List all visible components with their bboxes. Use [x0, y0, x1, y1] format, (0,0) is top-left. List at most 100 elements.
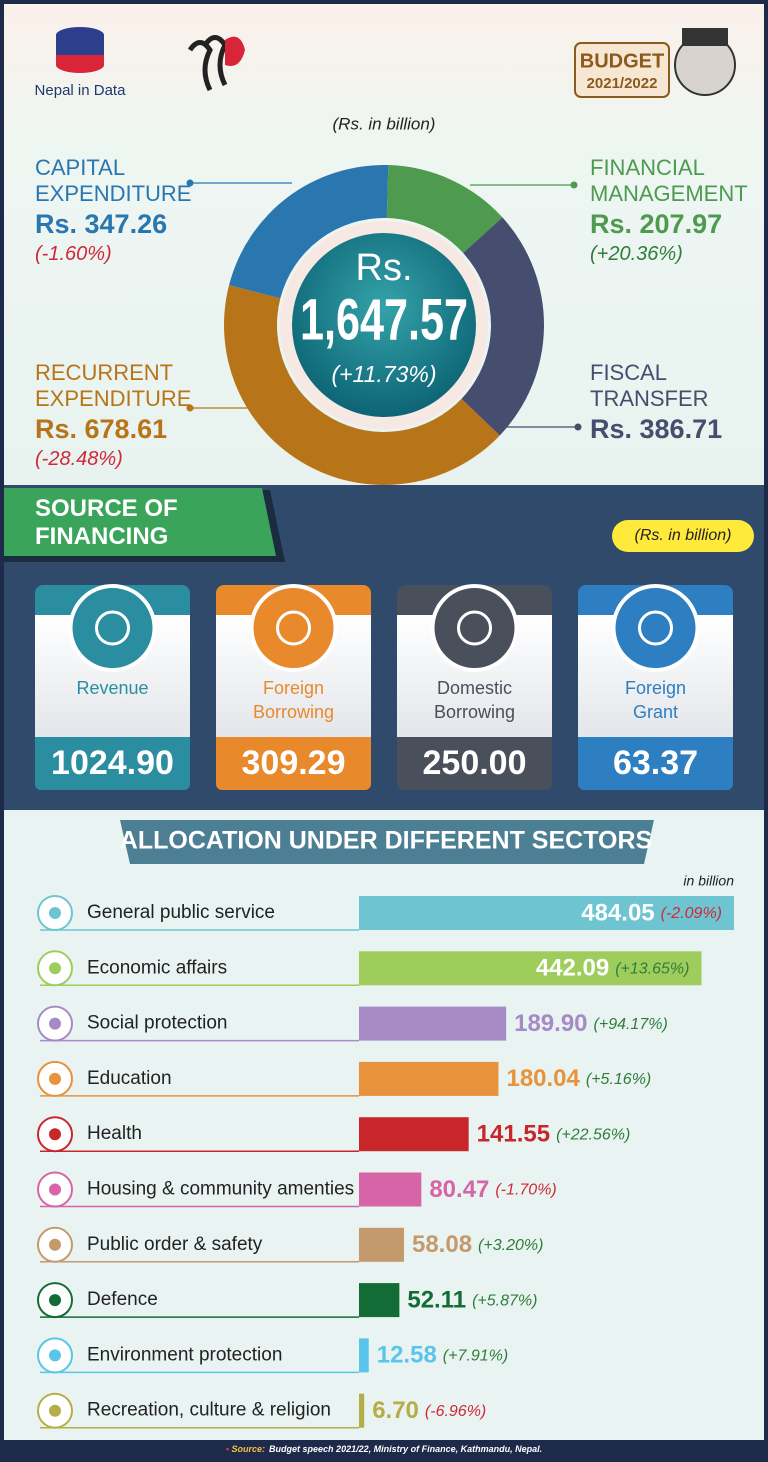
card-label: Foreign Grant: [624, 678, 687, 722]
source: • Source: Budget speech 2021/22, Ministry…: [226, 1444, 542, 1454]
portrait: [682, 28, 728, 46]
brand: Nepal in Data: [35, 82, 127, 99]
budget-label: BUDGET: [580, 50, 664, 72]
segment-value: Rs. 207.97: [590, 209, 723, 239]
card-icon: [68, 584, 157, 672]
category-label: Defence: [87, 1289, 158, 1310]
category-label: Economic affairs: [87, 957, 227, 978]
card-value: 309.29: [242, 744, 346, 782]
card-value-box: [216, 737, 371, 749]
value-label: 52.11: [407, 1286, 466, 1313]
leader-dot: [574, 423, 582, 431]
segment-name: FINANCIAL MANAGEMENT: [590, 155, 748, 206]
card-value: 1024.90: [51, 744, 174, 782]
leader-dot: [570, 181, 578, 189]
financing-unit: (Rs. in billion): [635, 527, 732, 544]
segment-value: Rs. 678.61: [35, 414, 168, 444]
category-label: Health: [87, 1123, 142, 1144]
financing-tab: [4, 488, 276, 556]
category-label: Environment protection: [87, 1344, 282, 1365]
bullet: •: [226, 1444, 232, 1454]
card-value-box: [578, 737, 733, 749]
bar: [359, 1117, 469, 1152]
value-label: 189.90: [514, 1010, 587, 1037]
bar-title: ALLOCATION UNDER DIFFERENT SECTORS: [120, 827, 652, 855]
card-value-box: [578, 737, 733, 790]
bar: [359, 951, 702, 986]
card-value-box: [216, 737, 371, 790]
card-value-box: [397, 737, 552, 749]
bar: [359, 896, 734, 930]
sector-icon-dot: [49, 1238, 61, 1251]
sector-icon-dot: [49, 962, 61, 975]
bar-unit: in billion: [683, 873, 734, 889]
sector-icon-dot: [49, 907, 61, 919]
segment-change: (+20.36%): [590, 243, 683, 265]
card-icon-glyph: [95, 610, 130, 646]
segment-value: Rs. 386.71: [590, 414, 723, 444]
center-prefix: Rs.: [356, 247, 413, 289]
card-label: Revenue: [76, 678, 149, 698]
bar: [359, 1006, 507, 1041]
donut-segment: [386, 165, 503, 254]
bar: [359, 1227, 404, 1262]
footer: [4, 1440, 764, 1462]
category-label: Recreation, culture & religion: [87, 1400, 331, 1421]
center-total: 1,647.57: [300, 287, 468, 352]
segment-change: (-1.60%): [35, 243, 112, 265]
card-icon: [430, 584, 519, 672]
logo-mark: [225, 36, 245, 66]
bar: [359, 1283, 400, 1318]
value-label: 6.70: [372, 1397, 419, 1424]
category-label: Public order & safety: [87, 1234, 263, 1255]
value-label: 80.47: [429, 1176, 489, 1203]
change-label: (+22.56%): [556, 1126, 630, 1143]
sector-icon-dot: [49, 1072, 61, 1085]
donut-segment: [223, 285, 500, 485]
card-label: Foreign Borrowing: [252, 678, 335, 722]
budget-box: [574, 42, 670, 98]
source-text: Budget speech 2021/22, Ministry of Finan…: [269, 1444, 542, 1454]
logo-db: [56, 57, 104, 73]
change-label: (+3.20%): [478, 1237, 543, 1254]
bar: [359, 1338, 369, 1373]
card-icon-glyph: [638, 610, 673, 646]
card-icon: [611, 584, 700, 672]
bar: [359, 1393, 365, 1428]
leader-dot: [186, 179, 194, 187]
value-label: 180.04: [506, 1065, 580, 1092]
sector-icon-dot: [49, 1017, 61, 1030]
category-label: Housing & community amenties: [87, 1179, 354, 1200]
title-ribbon: [120, 820, 654, 864]
sector-icon-dot: [49, 1349, 61, 1362]
card-label: Domestic Borrowing: [433, 678, 516, 722]
value-label: 58.08: [412, 1231, 472, 1258]
unit-pill: [612, 520, 754, 552]
sector-icon-dot: [49, 1183, 61, 1196]
card-value-box: [35, 737, 190, 749]
card-value-box: [397, 737, 552, 790]
source-label: Source:: [232, 1444, 266, 1454]
category-label: Education: [87, 1068, 172, 1089]
change-label: (+7.91%): [443, 1348, 508, 1365]
change-label: (+5.87%): [472, 1292, 537, 1309]
bar: [359, 1172, 422, 1207]
center-disc: [292, 233, 476, 417]
bar: [359, 1061, 499, 1096]
segment-name: RECURRENT EXPENDITURE: [35, 360, 192, 411]
segment-value: Rs. 347.26: [35, 209, 168, 239]
sector-icon-dot: [49, 1404, 61, 1417]
card-icon-glyph: [457, 610, 492, 646]
leader-dot: [186, 404, 194, 412]
change-label: (+94.17%): [594, 1016, 668, 1033]
card-value-box: [35, 737, 190, 790]
value-label: 442.09: [536, 955, 609, 982]
sector-icon-dot: [49, 1128, 61, 1141]
donut-segment: [229, 165, 389, 299]
value-label: 484.05: [581, 899, 654, 926]
change-label: (+5.16%): [586, 1071, 651, 1088]
segment-name: CAPITAL EXPENDITURE: [35, 155, 192, 206]
card-icon: [249, 584, 338, 672]
